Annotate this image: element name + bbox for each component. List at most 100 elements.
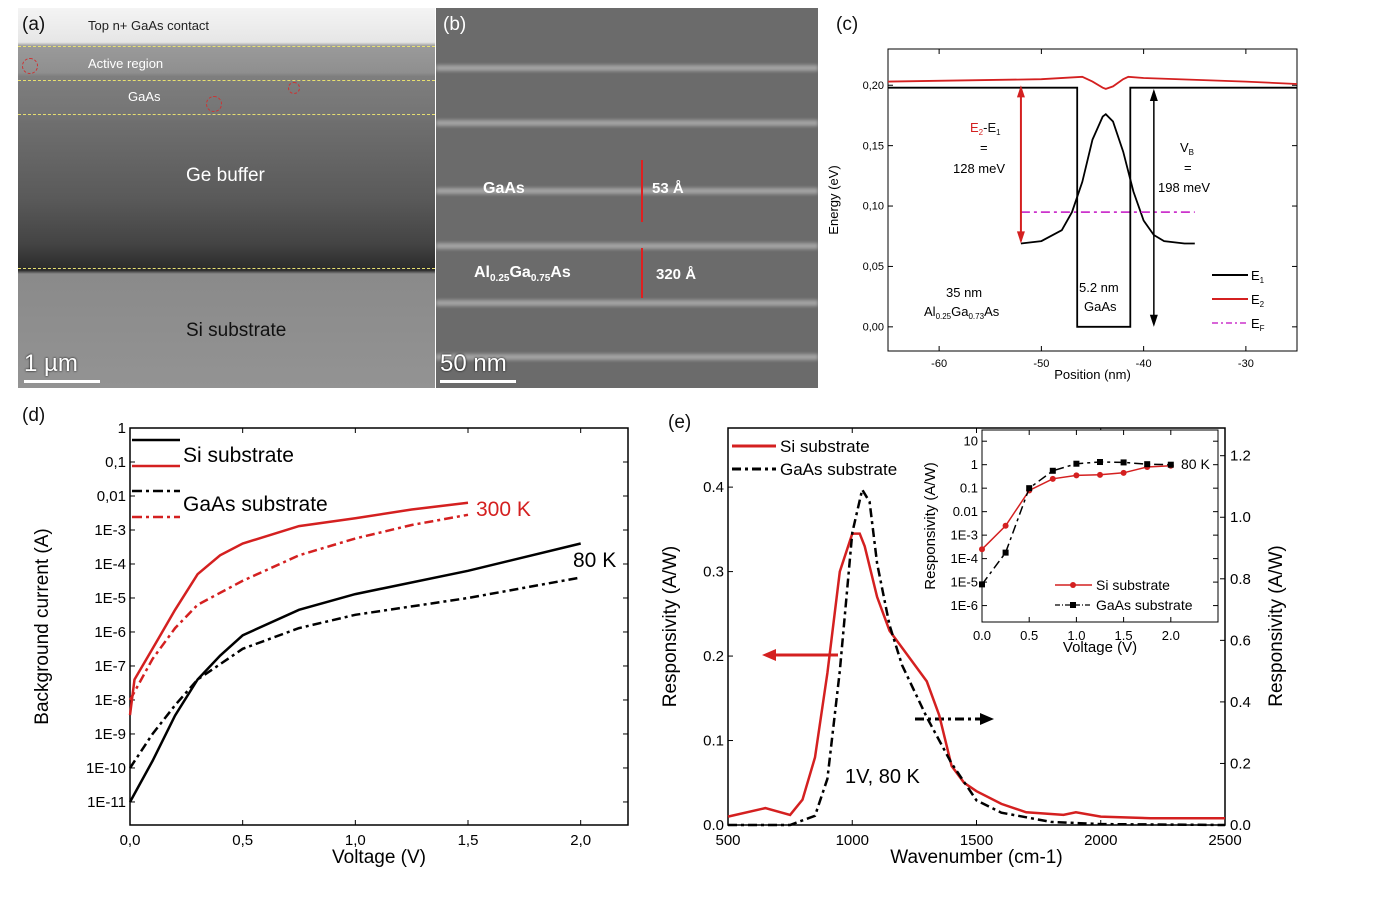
barrier-thickness: 35 nm: [946, 285, 982, 300]
chart-c-xtick-label: -50: [1033, 358, 1049, 370]
scale-bar-label: 1 µm: [24, 350, 78, 377]
inset-legend-gaas: GaAs substrate: [1096, 597, 1193, 613]
defect-marker: [288, 82, 300, 94]
scale-bar: [440, 380, 516, 383]
chart-d-ytick-label: 1E-5: [94, 590, 126, 607]
legend-gaas: GaAs substrate: [183, 493, 328, 516]
legend-si: Si substrate: [780, 437, 870, 456]
chart-e-inset-point: [1049, 467, 1056, 474]
chart-e-inset-ytick-label: 1E-4: [951, 551, 978, 566]
chart-e-inset-xtick-label: 0.0: [973, 628, 991, 643]
legend-e2: E2: [1251, 292, 1265, 309]
label-ge-buffer: Ge buffer: [186, 165, 265, 186]
panel-label-d: (d): [22, 405, 46, 426]
chart-d-ytick-label: 1E-6: [94, 624, 126, 641]
chart-e-ytick-label: 0.2: [703, 648, 724, 665]
chart-d-ytick-label: 1E-7: [94, 658, 126, 675]
chart-d-xtick-label: 2,0: [570, 832, 591, 849]
chart-c-ytick-label: 0,15: [863, 140, 884, 152]
chart-e-ytick-label-right: 0.2: [1230, 755, 1251, 772]
chart-c-xlabel: Position (nm): [1054, 367, 1131, 382]
label-80k: 80 K: [573, 549, 616, 572]
chart-d-series-si-substrate-80-k: [128, 542, 581, 803]
chart-e-inset-point: [1120, 459, 1127, 466]
chart-e-xlabel: Wavenumber (cm-1): [890, 847, 1062, 868]
chart-e-inset-point: [1097, 471, 1103, 478]
chart-e-inset-xlabel: Voltage (V): [1063, 639, 1137, 656]
chart-e-inset-xtick-label: 1.0: [1067, 628, 1085, 643]
legend-ef: EF: [1251, 316, 1265, 333]
chart-e-ytick-label-right: 1.0: [1230, 509, 1251, 526]
left-axis-arrowhead: [762, 649, 776, 661]
label-300k: 300 K: [476, 498, 531, 521]
chart-d-ylabel: Background current (A): [32, 528, 53, 724]
chart-d-xlabel: Voltage (V): [332, 847, 426, 868]
vb-eq: =: [1184, 160, 1192, 175]
tem-image-b: GaAs Al0.25Ga0.75As 53 Å 320 Å 50 nm: [436, 8, 818, 388]
chart-e-inset-point: [1002, 522, 1009, 529]
chart-d-series-si-substrate-300-k: [128, 501, 469, 716]
label-gaas: GaAs: [128, 89, 161, 104]
defect-marker: [22, 58, 38, 74]
chart-e-ytick-label-right: 1.2: [1230, 448, 1251, 465]
legend-gaas: GaAs substrate: [780, 460, 897, 479]
chart-e-inset-point: [1097, 459, 1103, 466]
chart-e-inset-ytick-label: 0.01: [953, 504, 978, 519]
chart-c-xtick-label: -60: [931, 358, 947, 370]
inset-legend-marker: [1070, 582, 1076, 588]
chart-e-inset-axes-frame: [981, 429, 1219, 623]
chart-e-xtick-label: 500: [715, 832, 740, 849]
chart-d-ytick-label: 1E-10: [86, 760, 126, 777]
e21-eq: =: [980, 140, 988, 155]
label-active: Active region: [88, 56, 164, 71]
chart-c-ytick-label: 0,00: [863, 322, 884, 334]
chart-e-xtick-label: 1500: [960, 832, 993, 849]
chart-e-ylabel: Responsivity (A/W): [660, 546, 681, 708]
chart-e-ytick-label-right: 0.0: [1230, 817, 1251, 834]
layer-line: [18, 46, 435, 47]
chart-e-series-gaas-substrate: [728, 486, 1226, 827]
chart-e-inset-point: [979, 581, 985, 588]
chart-d-axes-frame: [129, 427, 629, 826]
chart-e-inset-point: [979, 546, 985, 553]
label-algaas-layer: Al0.25Ga0.75As: [474, 264, 571, 285]
thickness-53: 53 Å: [652, 180, 684, 197]
chart-d-xtick-label: 1,5: [458, 832, 479, 849]
legend-e1: E1: [1251, 268, 1265, 285]
chart-c-xtick-label: -30: [1238, 358, 1254, 370]
chart-e-inset-point: [1049, 475, 1056, 482]
chart-c-ytick-label: 0,10: [863, 201, 884, 213]
chart-e-inset-point: [1144, 461, 1151, 468]
thickness-arrow: [641, 160, 643, 222]
panel-label-e: (e): [668, 412, 692, 433]
arrowhead: [1016, 231, 1025, 244]
inset-legend-si: Si substrate: [1096, 577, 1170, 593]
chart-e-ytick-label: 0.3: [703, 564, 724, 581]
label-condition: 1V, 80 K: [845, 766, 921, 788]
chart-e-xtick-label: 2500: [1208, 832, 1241, 849]
right-axis-arrowhead: [980, 713, 994, 725]
chart-e-inset-point: [1002, 549, 1009, 556]
well-thickness: 5.2 nm: [1079, 280, 1119, 295]
chart-e-ytick-label-right: 0.8: [1230, 571, 1251, 588]
chart-c-xtick-label: -40: [1136, 358, 1152, 370]
chart-e-inset-ytick-label: 1E-3: [951, 527, 978, 542]
legend-si: Si substrate: [183, 444, 294, 467]
scale-bar-label: 50 nm: [440, 350, 507, 377]
chart-e-inset-xtick-label: 2.0: [1162, 628, 1180, 643]
panel-label-b: (b): [443, 14, 467, 35]
chart-d-ytick-label: 1E-9: [94, 726, 126, 743]
chart-e-inset-point: [1167, 461, 1174, 468]
chart-e-inset-ytick-label: 0.1: [960, 481, 978, 496]
chart-e-inset-ylabel: Responsivity (A/W): [922, 462, 939, 590]
vb-label: VB: [1180, 140, 1194, 157]
chart-d-ytick-label: 1E-4: [94, 556, 126, 573]
chart-e-inset-ytick-label: 1: [971, 457, 978, 472]
arrowhead: [1149, 314, 1158, 327]
chart-d-xtick-label: 0,5: [232, 832, 253, 849]
chart-d-legend: Si substrate GaAs substrate 300 K 80 K: [132, 438, 616, 572]
chart-e-ytick-label: 0.4: [703, 479, 724, 496]
chart-d-xtick-label: 1,0: [345, 832, 366, 849]
